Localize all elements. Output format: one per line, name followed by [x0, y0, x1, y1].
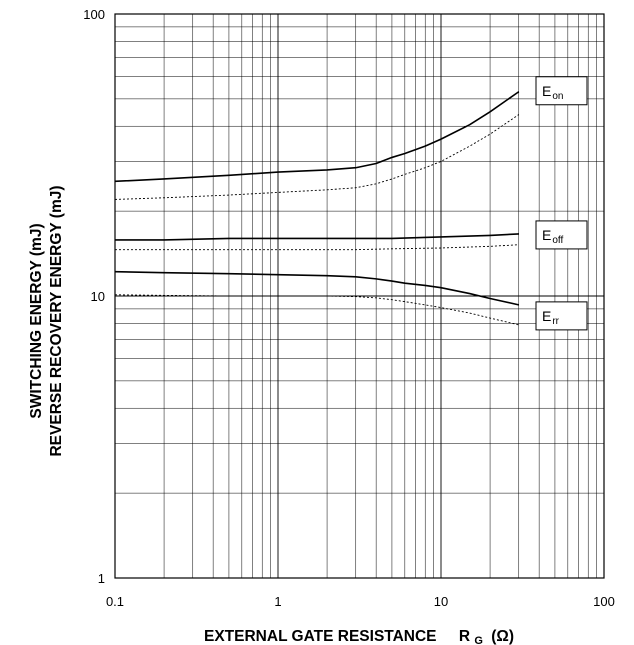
series-line-eon-dotted — [114, 114, 520, 200]
x-axis-title-subscript: G — [474, 635, 483, 645]
legend-box — [535, 301, 588, 331]
grid — [114, 14, 604, 579]
y-tick-label: 10 — [91, 289, 105, 304]
legend-label-eoff: Eoff — [535, 220, 588, 250]
series-line-err-solid — [114, 270, 519, 306]
series-line-eoff-dotted — [115, 244, 519, 251]
legend-label-err: Err — [535, 301, 588, 331]
legend-text: Err — [542, 308, 560, 327]
legend-text: Eon — [542, 83, 563, 102]
legend-box — [535, 220, 588, 250]
x-tick-label: 0.1 — [106, 594, 124, 609]
series-line-eoff-solid — [115, 233, 519, 241]
x-axis-title-symbol: R — [459, 628, 470, 645]
x-tick-label: 10 — [434, 594, 448, 609]
x-axis-title: EXTERNAL GATE RESISTANCE R G (Ω) — [204, 628, 514, 645]
x-axis-title-unit: (Ω) — [491, 628, 514, 645]
y-axis-title-line1: SWITCHING ENERGY (mJ) — [28, 223, 45, 418]
legend-text: Eoff — [542, 227, 564, 246]
legend-box — [535, 76, 588, 106]
legend-labels: Eon Eoff Err — [535, 76, 588, 331]
series-line-eon-solid — [114, 91, 520, 183]
series-line-err-dotted — [114, 294, 519, 326]
legend-label-eon: Eon — [535, 76, 588, 106]
x-tick-label: 100 — [593, 594, 615, 609]
x-axis-title-main: EXTERNAL GATE RESISTANCE — [204, 628, 437, 645]
y-tick-label: 1 — [98, 571, 105, 586]
y-tick-label: 100 — [83, 7, 105, 22]
series-layer — [114, 91, 520, 326]
plot-frame — [114, 13, 605, 579]
y-axis-title-line2: REVERSE RECOVERY ENERGY (mJ) — [48, 185, 65, 456]
x-tick-label: 1 — [274, 594, 281, 609]
